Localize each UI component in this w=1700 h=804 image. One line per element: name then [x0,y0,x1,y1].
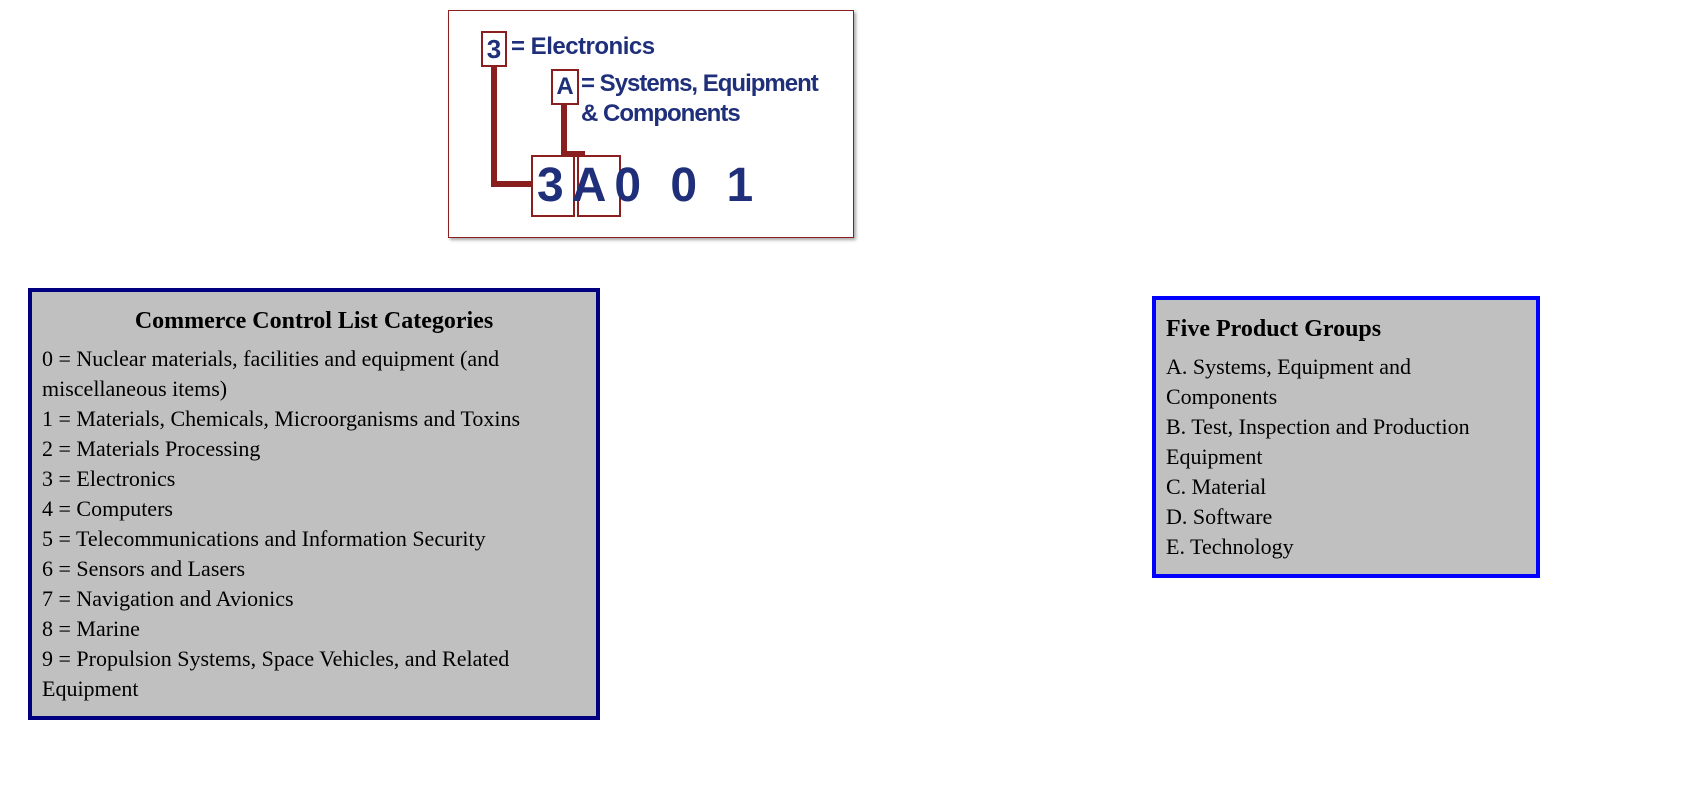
product-group-label: = Systems, Equipment & Components [581,69,841,129]
category-digit-box: 3 [481,31,507,67]
list-item: 8 = Marine [42,614,586,644]
list-item: 0 = Nuclear materials, facilities and eq… [42,344,586,404]
list-item: A. Systems, Equipment and Components [1166,352,1526,412]
list-item: 2 = Materials Processing [42,434,586,464]
eccn-decode-diagram: 3 = Electronics A = Systems, Equipment &… [448,10,854,238]
product-groups-title: Five Product Groups [1166,314,1526,344]
product-group-label-line1: = Systems, Equipment [581,70,818,97]
connector-line [561,105,567,157]
connector-line [491,67,497,187]
list-item: C. Material [1166,472,1526,502]
category-label: = Electronics [511,33,655,61]
product-group-letter-box: A [551,69,579,105]
list-item: 3 = Electronics [42,464,586,494]
list-item: 9 = Propulsion Systems, Space Vehicles, … [42,644,586,704]
info-panels-row: Commerce Control List Categories 0 = Nuc… [0,238,1700,758]
eccn-code-rest: 0 0 1 [614,159,761,212]
product-group-label-line2: & Components [581,100,740,127]
product-groups-panel: Five Product Groups A. Systems, Equipmen… [1152,296,1540,578]
list-item: 7 = Navigation and Avionics [42,584,586,614]
connector-line [491,181,533,187]
list-item: B. Test, Inspection and Production Equip… [1166,412,1526,472]
ccl-title: Commerce Control List Categories [42,306,586,336]
eccn-code: 3A0 0 1 [537,159,761,217]
eccn-code-A: A [572,159,615,212]
eccn-code-3: 3 [537,159,572,212]
list-item: E. Technology [1166,532,1526,562]
ccl-categories-panel: Commerce Control List Categories 0 = Nuc… [28,288,600,720]
list-item: D. Software [1166,502,1526,532]
list-item: 1 = Materials, Chemicals, Microorganisms… [42,404,586,434]
list-item: 5 = Telecommunications and Information S… [42,524,586,554]
list-item: 6 = Sensors and Lasers [42,554,586,584]
list-item: 4 = Computers [42,494,586,524]
